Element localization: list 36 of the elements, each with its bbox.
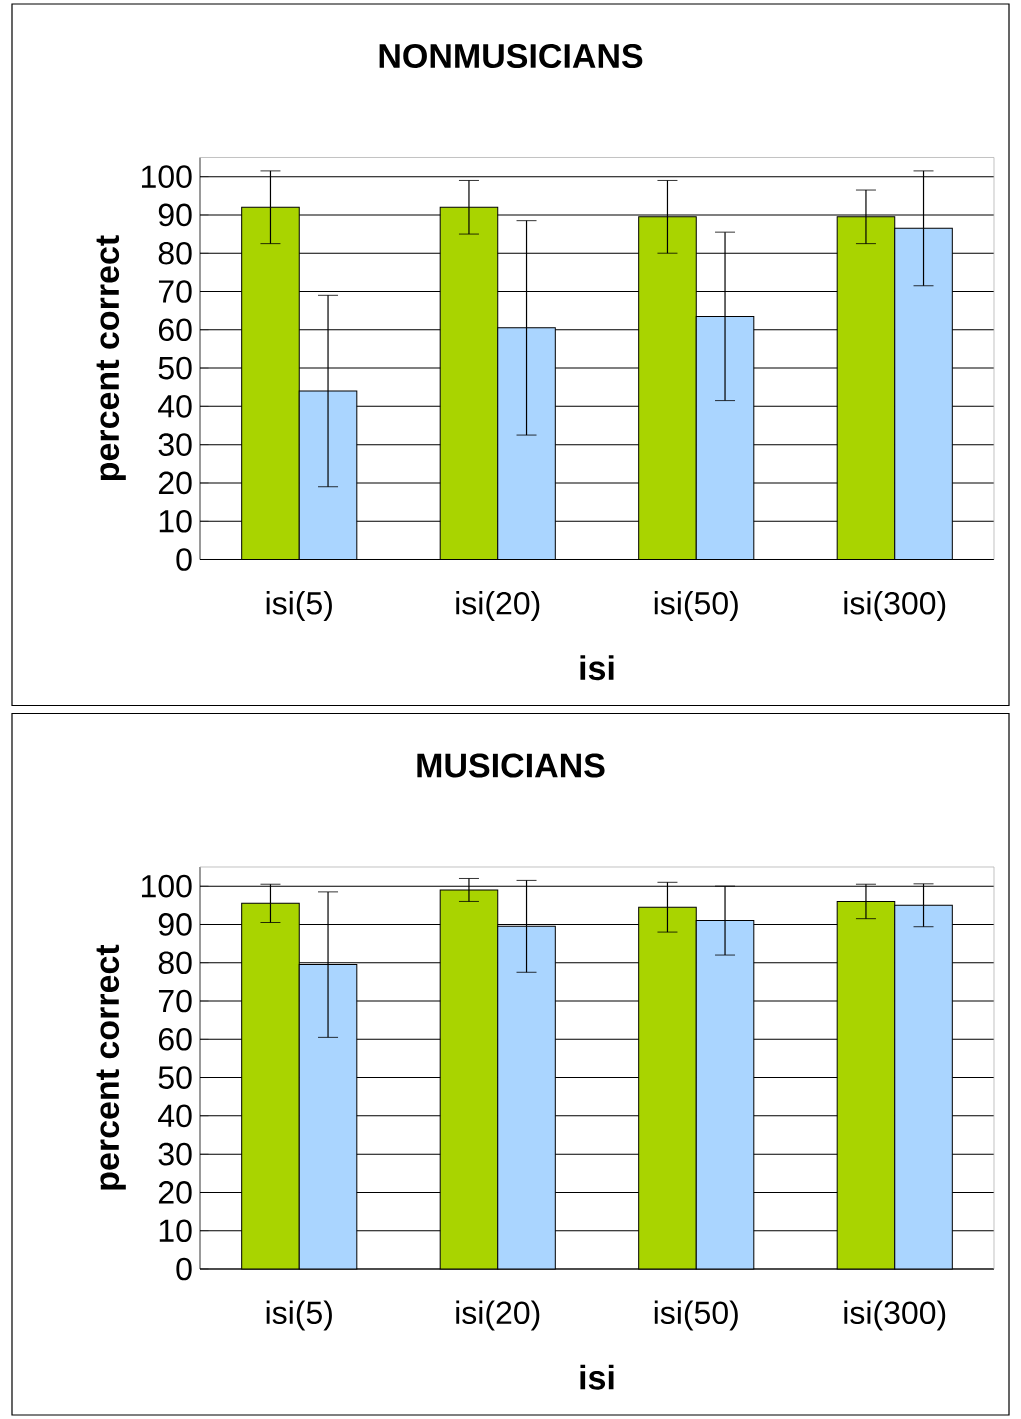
y-tick-label: 10 [159,1219,192,1243]
y-axis-title: percent correct [96,235,126,481]
y-tick-label: 10 [159,509,192,533]
chart-title: NONMUSICIANS [379,43,643,69]
y-tick-label: 90 [158,913,192,936]
y-tick-label: 40 [158,395,192,418]
x-tick-label: isi(5) [266,591,332,621]
x-tick-label: isi(20) [456,591,540,621]
y-tick-label: 50 [158,1066,192,1089]
x-tick-label: isi(300) [844,1300,946,1331]
y-tick-label: 70 [158,989,192,1013]
y-tick-label: 0 [176,1257,192,1281]
x-tick-label: isi(5) [266,1300,332,1331]
x-tick-label: isi(50) [654,1300,738,1331]
y-tick-label: 70 [158,280,192,303]
y-tick-label: 20 [158,471,192,495]
y-tick-label: 80 [158,951,192,975]
y-tick-label: 100 [141,165,192,188]
x-axis-title: isi [580,1364,614,1390]
y-tick-label: 60 [158,1027,192,1051]
y-tick-label: 0 [176,548,192,571]
y-axis-title: percent correct [96,944,126,1190]
chart-title: MUSICIANS [417,753,605,778]
y-tick-label: 90 [158,203,192,227]
x-tick-label: isi(50) [654,591,738,621]
x-tick-label: isi(20) [456,1300,540,1331]
x-axis-title: isi [580,655,614,681]
y-tick-label: 50 [158,356,192,380]
y-tick-label: 30 [158,433,192,456]
y-tick-label: 40 [158,1104,192,1128]
y-tick-label: 20 [158,1181,192,1204]
x-tick-label: isi(300) [844,591,946,621]
y-tick-label: 30 [158,1142,192,1166]
y-tick-label: 100 [141,874,192,898]
y-tick-label: 60 [158,318,192,342]
y-tick-label: 80 [158,241,192,265]
